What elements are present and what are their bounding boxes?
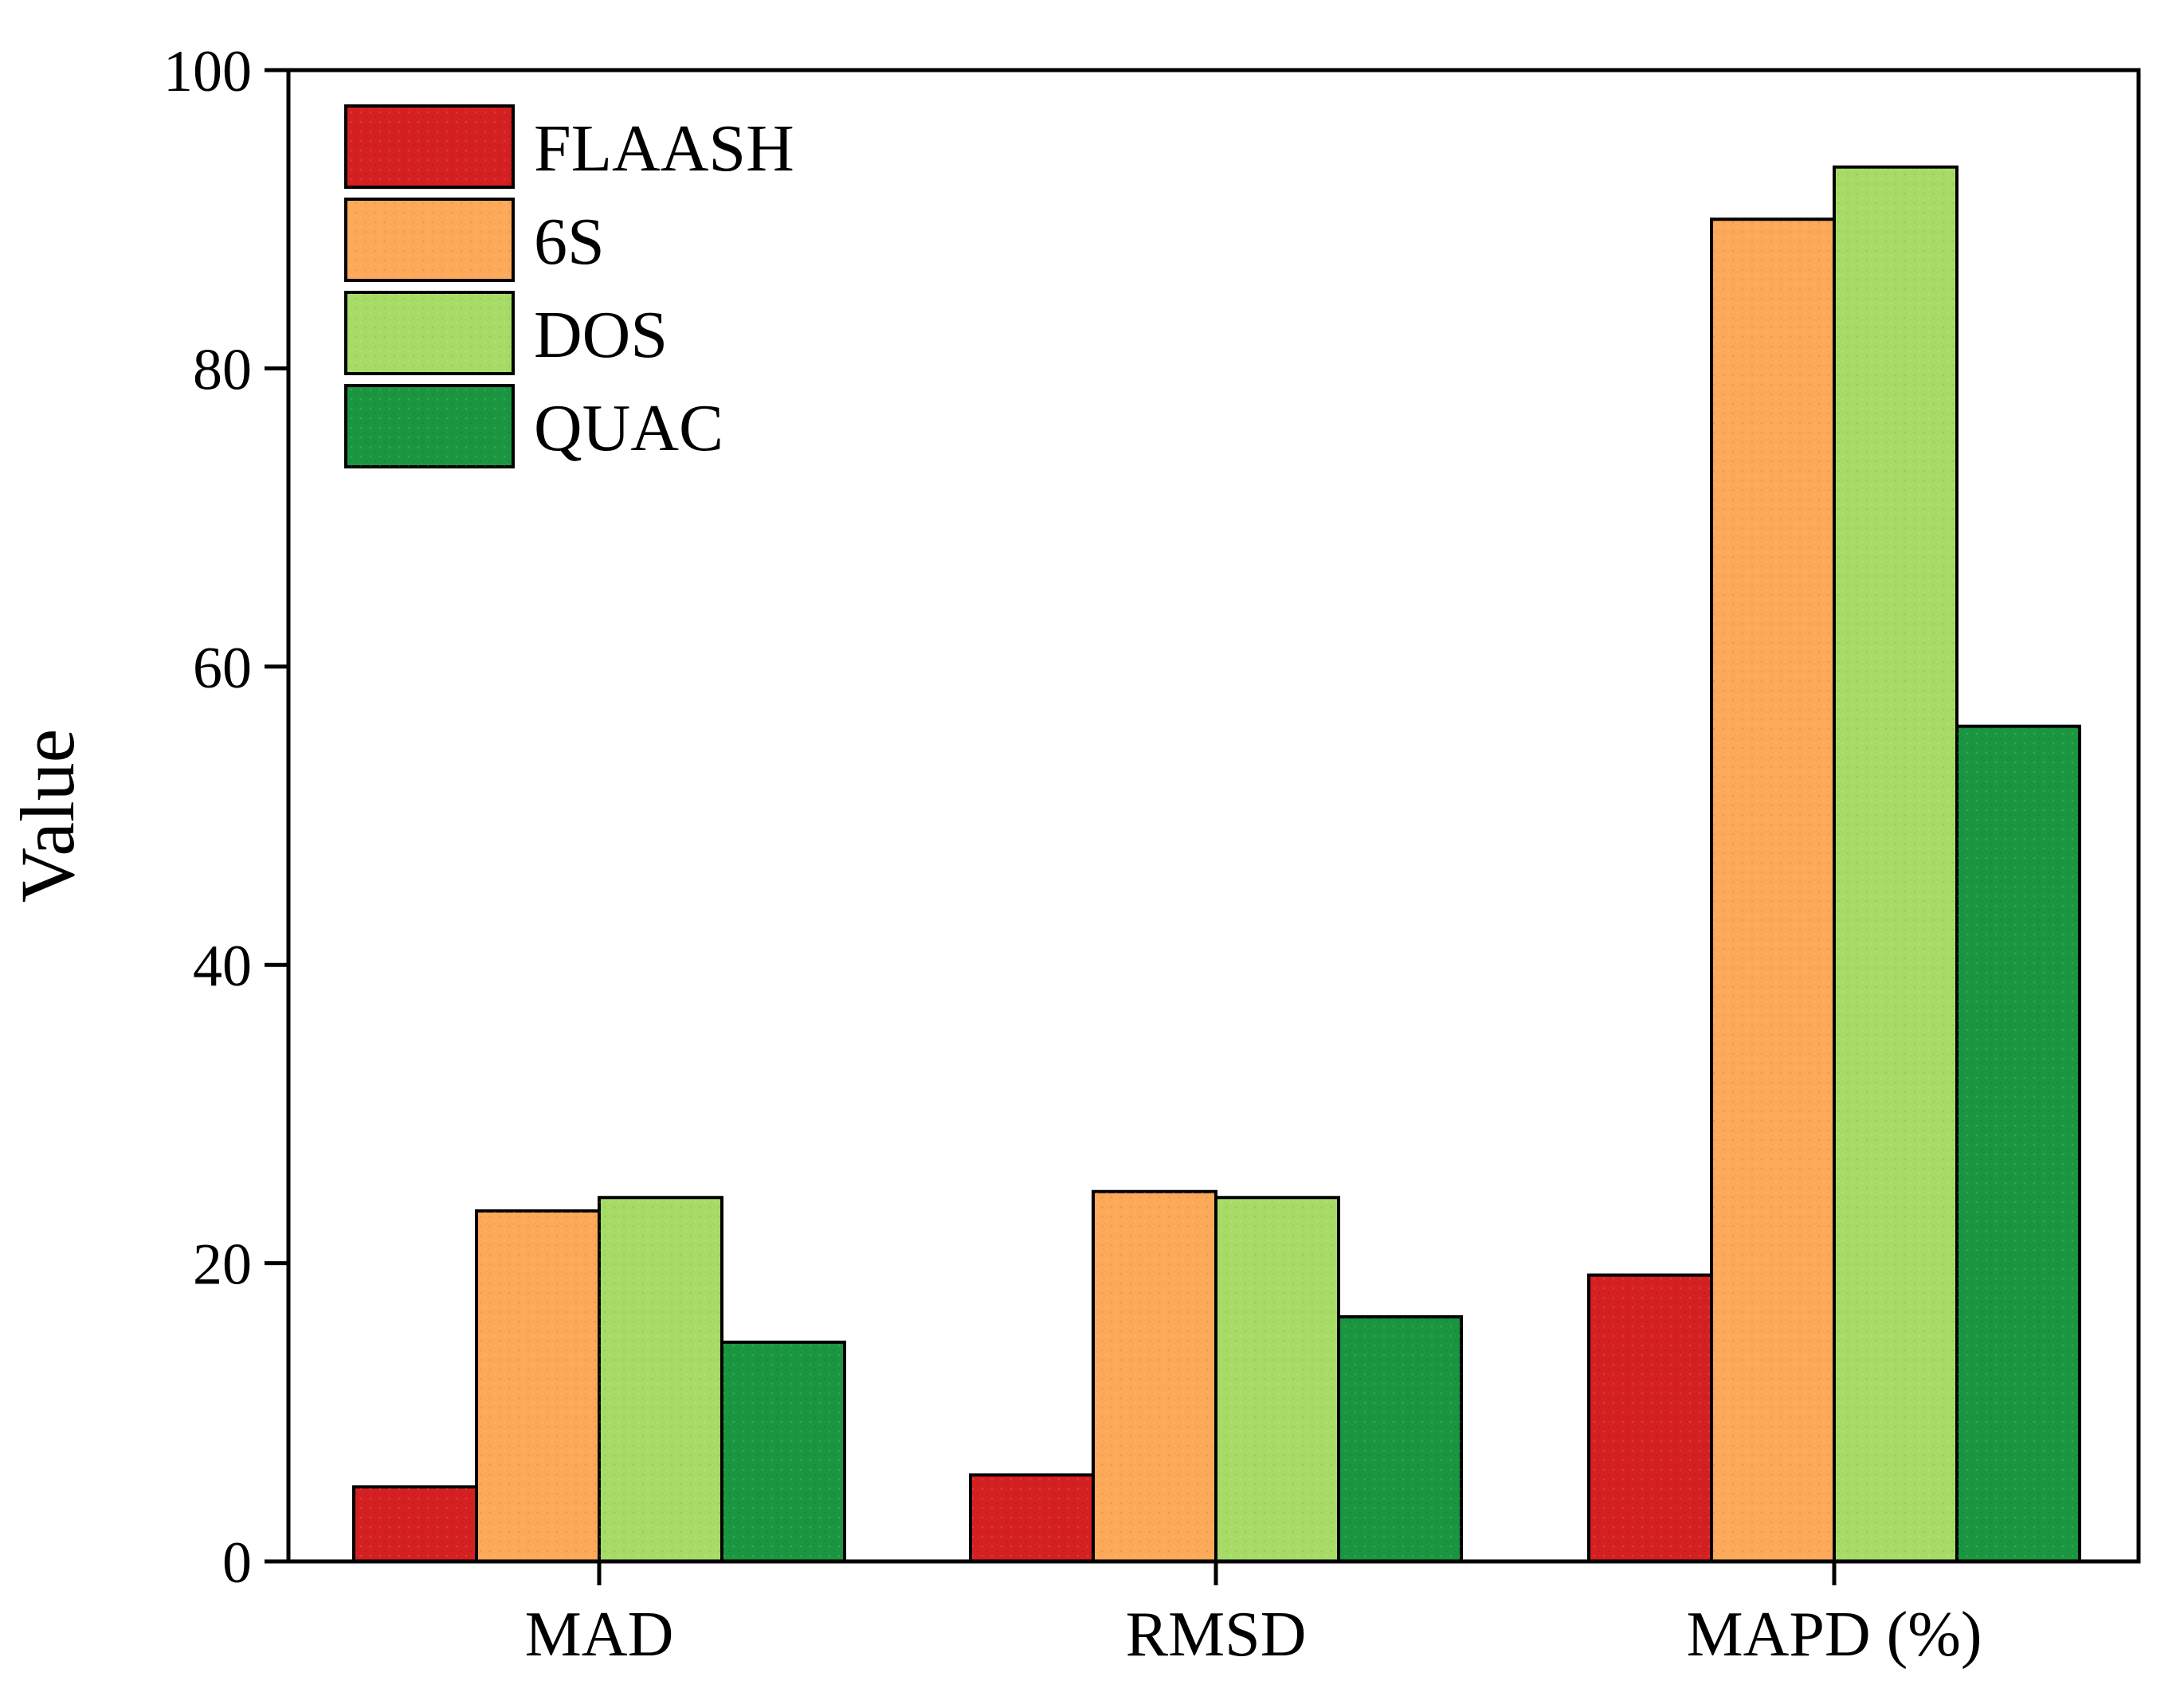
y-tick-label: 80 — [193, 337, 252, 402]
legend-swatch-texture — [346, 386, 513, 467]
bar-texture — [1589, 1275, 1711, 1561]
legend-label: FLAASH — [534, 112, 794, 186]
legend-label: QUAC — [534, 391, 723, 465]
bar-texture — [599, 1197, 722, 1561]
legend-swatch-texture — [346, 199, 513, 280]
y-tick-label: 100 — [163, 39, 252, 104]
bar-texture — [1957, 726, 2080, 1562]
x-tick-label: MAPD (%) — [1686, 1600, 1982, 1670]
bar-texture — [354, 1487, 476, 1561]
bar-texture — [1093, 1191, 1216, 1561]
bar-texture — [970, 1475, 1093, 1561]
bar-texture — [1216, 1197, 1339, 1561]
y-axis-title: Value — [5, 729, 90, 903]
bar-texture — [1339, 1316, 1461, 1561]
x-axis: MAD RMSD MAPD (%) — [525, 1561, 1982, 1670]
y-tick-label: 0 — [222, 1530, 252, 1596]
legend-swatch-texture — [346, 106, 513, 187]
plot-frame — [286, 68, 2141, 1564]
legend-swatch-texture — [346, 292, 513, 374]
y-tick-label: 20 — [193, 1232, 252, 1298]
legend-label: 6S — [534, 205, 605, 279]
bar-texture — [1834, 166, 1957, 1562]
y-tick-label: 60 — [193, 636, 252, 701]
bars-layer — [352, 165, 2081, 1564]
y-axis: 0 20 40 60 80 100 — [163, 39, 288, 1596]
bar-texture — [476, 1211, 599, 1561]
bar-texture — [722, 1342, 845, 1561]
x-tick-label: MAD — [525, 1600, 674, 1670]
x-tick-label: RMSD — [1126, 1600, 1307, 1670]
legend: FLAASH 6S DOS QUAC — [344, 104, 794, 468]
y-tick-label: 40 — [193, 934, 252, 999]
legend-label: DOS — [534, 298, 668, 372]
bar-texture — [1711, 219, 1834, 1562]
